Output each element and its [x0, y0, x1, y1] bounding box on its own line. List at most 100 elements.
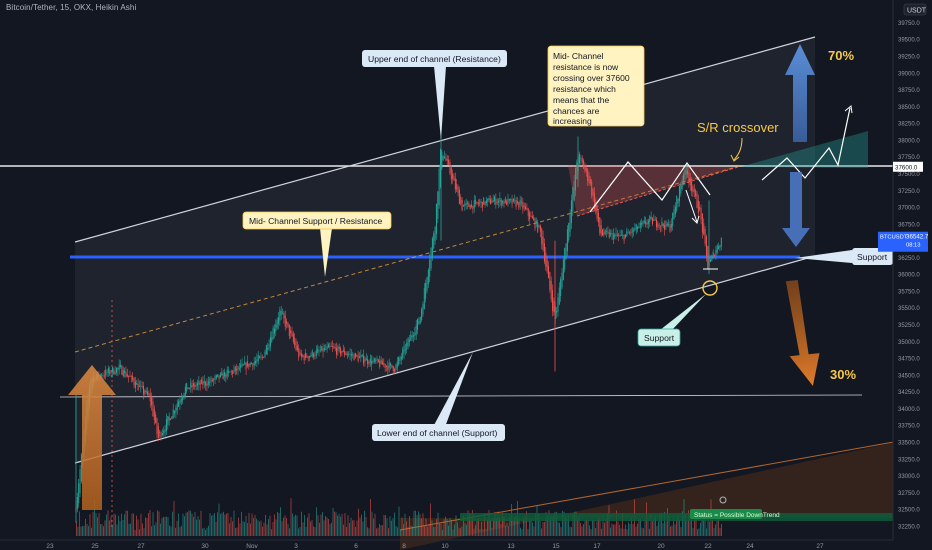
volume-bar: [329, 524, 331, 536]
callout-support-bottom[interactable]: Support: [637, 294, 706, 347]
volume-bar: [706, 528, 707, 536]
candle-body: [431, 238, 433, 259]
candle-body: [543, 243, 545, 262]
volume-bar: [104, 520, 106, 536]
volume-bar: [467, 510, 469, 536]
callout-support-bottom-text: Support: [644, 333, 675, 343]
candle-body: [588, 175, 590, 184]
volume-bar: [481, 521, 482, 536]
volume-bar: [604, 522, 605, 536]
candle-body: [718, 246, 720, 250]
price-axis[interactable]: 39750.0 39500.0 39250.0 39000.0 38750.0 38500…: [898, 21, 920, 531]
volume-bar: [529, 520, 530, 536]
candle-body: [259, 356, 261, 359]
volume-bar: [700, 522, 701, 536]
status-ribbon: [460, 513, 893, 521]
candle-body: [192, 383, 194, 387]
volume-bar: [563, 511, 565, 536]
volume-bar: [584, 520, 586, 536]
candle-body: [359, 356, 360, 359]
candle-body: [354, 353, 356, 358]
candle-body: [449, 162, 451, 174]
candle-body: [363, 355, 365, 364]
candle-body: [143, 386, 144, 395]
candle-body: [136, 383, 138, 385]
candle-body: [283, 312, 285, 319]
volume-bar: [455, 515, 457, 536]
volume-bar: [331, 522, 332, 536]
volume-bar: [418, 511, 419, 536]
candle-body: [153, 408, 155, 421]
candle-body: [187, 387, 189, 390]
candle-body: [461, 200, 463, 211]
y-tick-label: 35000.0: [898, 340, 920, 346]
volume-bar: [86, 523, 88, 536]
upper-channel-line[interactable]: [74, 36, 816, 243]
candle-body: [244, 361, 246, 365]
volume-bar: [578, 516, 580, 536]
volume-bar: [151, 526, 152, 536]
volume-bar: [385, 515, 386, 536]
candle-body: [450, 167, 452, 180]
y-tick-label: 38000.0: [898, 138, 920, 144]
candle-body: [529, 212, 531, 220]
candle-body: [126, 374, 128, 377]
candle-body: [232, 371, 234, 374]
candle-body: [182, 396, 184, 401]
volume-bar: [674, 524, 676, 536]
candle-body: [715, 250, 717, 256]
candle-body: [380, 359, 382, 364]
callout-lower-text: Lower end of channel (Support): [377, 428, 498, 438]
candle-body: [129, 376, 131, 378]
volume-bar: [356, 520, 358, 536]
candle-body: [465, 202, 467, 205]
candle-body: [240, 364, 242, 369]
candle-body: [503, 201, 505, 204]
volume-bar: [187, 512, 188, 536]
callout-support-right[interactable]: Support: [795, 248, 893, 265]
volume-bar: [257, 520, 259, 536]
volume-bar: [506, 523, 508, 536]
callout-note-line-5: means that the: [553, 95, 610, 105]
candle-body: [514, 199, 516, 201]
candle-body: [538, 224, 540, 228]
callout-note[interactable]: Mid- Channel resistance is now crossing …: [547, 45, 740, 166]
volume-bar: [464, 523, 466, 536]
settings-dot-icon[interactable]: [719, 496, 727, 504]
support-highlight-circle: [702, 280, 718, 296]
candle-body: [518, 202, 520, 208]
volume-bar: [562, 510, 563, 536]
mid-channel-line[interactable]: [74, 165, 741, 353]
candle-body: [107, 367, 109, 373]
volume-bar: [290, 498, 292, 536]
volume-bar: [128, 523, 130, 536]
candle-body: [633, 230, 635, 232]
small-down-arrow: [685, 189, 698, 223]
volume-bar: [433, 527, 434, 536]
volume-bar: [176, 521, 178, 536]
callout-mid[interactable]: Mid- Channel Support / Resistance: [242, 211, 392, 277]
callout-lower[interactable]: Lower end of channel (Support): [372, 352, 505, 441]
candle-body: [638, 226, 640, 228]
volume-bar: [691, 509, 692, 536]
callout-upper[interactable]: Upper end of channel (Resistance): [362, 50, 507, 140]
candle-body: [674, 206, 676, 215]
candle-body: [249, 362, 251, 366]
candle-body: [670, 224, 672, 229]
volume-bar: [602, 514, 604, 536]
candle-body: [106, 372, 108, 374]
volume-bar: [278, 513, 280, 536]
candle-body: [440, 148, 441, 187]
candle-body: [197, 383, 198, 386]
time-axis[interactable]: 23 25 27 30 Nov 3 6 8 10 13 15 17 20 22 24 27: [46, 543, 824, 550]
lower-channel-line[interactable]: [74, 255, 816, 464]
candle-body: [260, 356, 262, 358]
candle-body: [576, 162, 578, 180]
volume-bar: [434, 526, 436, 536]
candle-body: [599, 217, 601, 233]
volume-bar: [491, 527, 493, 536]
volume-bar: [76, 521, 77, 536]
y-tick-label: 33500.0: [898, 441, 920, 447]
volume-bar: [266, 524, 268, 536]
